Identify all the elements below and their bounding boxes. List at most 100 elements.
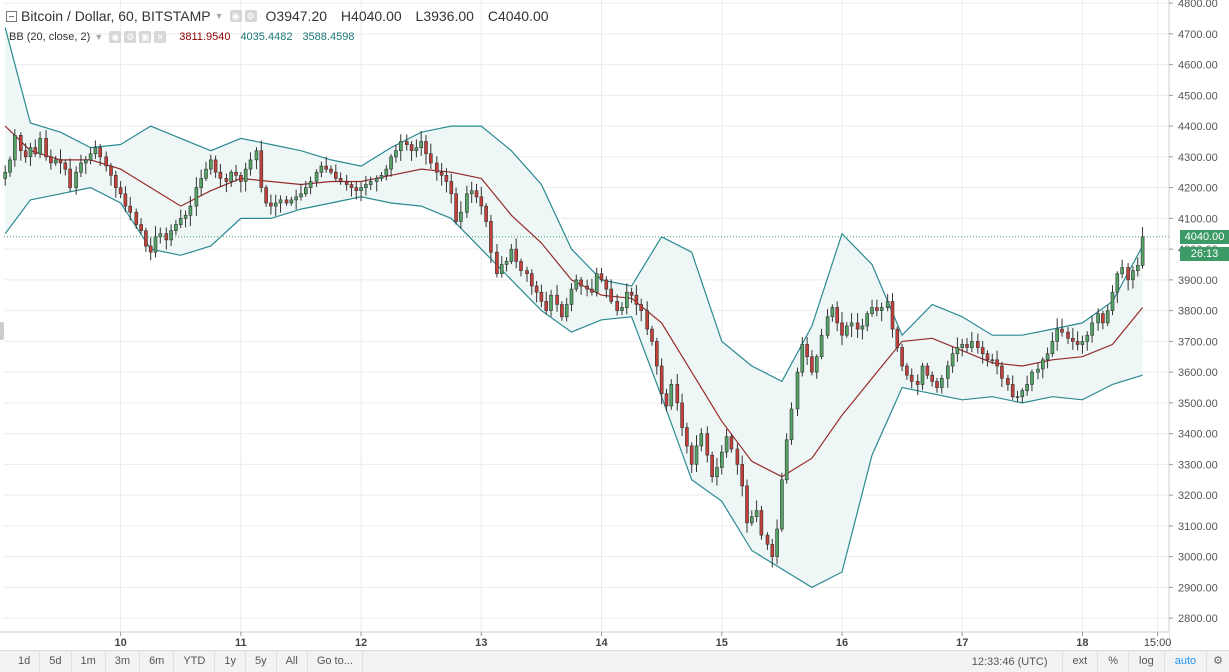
- candle-up: [1085, 334, 1090, 342]
- candle-up: [28, 147, 33, 158]
- candle-up: [620, 307, 624, 311]
- candle-up: [865, 313, 870, 327]
- candle-up: [1090, 322, 1094, 336]
- auto-button[interactable]: auto: [1163, 651, 1206, 672]
- timeframe-6m[interactable]: 6m: [140, 651, 175, 672]
- candle-down: [615, 301, 620, 311]
- timeframe-1d[interactable]: 1d: [0, 651, 41, 672]
- candle-down: [1101, 313, 1105, 324]
- collapse-icon[interactable]: [6, 10, 17, 22]
- indicator-title[interactable]: BB (20, close, 2): [9, 31, 91, 43]
- candle-down: [1006, 377, 1010, 385]
- candle-down: [980, 347, 985, 354]
- candle-down: [765, 534, 770, 545]
- candle-up: [1041, 359, 1045, 370]
- candle-up: [1045, 353, 1050, 361]
- gear-icon[interactable]: ⚙: [124, 31, 137, 43]
- candle-down: [349, 184, 354, 188]
- gear-icon[interactable]: ⚙: [244, 10, 257, 22]
- eye-icon[interactable]: ◉: [229, 10, 242, 22]
- candle-down: [770, 544, 775, 558]
- timeframe-5y[interactable]: 5y: [246, 651, 277, 672]
- timeframe-5d[interactable]: 5d: [40, 651, 72, 672]
- candle-down: [514, 248, 519, 262]
- utc-clock[interactable]: 12:33:46 (UTC): [971, 655, 1048, 668]
- candle-down: [629, 291, 634, 296]
- candle-down: [63, 162, 68, 170]
- chevron-down-icon[interactable]: ▼: [214, 11, 224, 21]
- candle-down: [68, 168, 72, 188]
- log-button[interactable]: log: [1128, 651, 1164, 672]
- candle-up: [8, 159, 12, 173]
- format-icon[interactable]: ▣: [139, 31, 152, 43]
- candle-up: [359, 187, 363, 192]
- close-icon[interactable]: ✕: [154, 31, 167, 43]
- price-chart[interactable]: 2800.00 2900.00 3000.00 3100.00 3200.00 3300.…: [0, 0, 1229, 650]
- price-tick-label: 4600.00: [1178, 60, 1218, 72]
- timeframe-3m[interactable]: 3m: [106, 651, 141, 672]
- ext-button[interactable]: ext: [1061, 651, 1098, 672]
- candle-down: [875, 307, 879, 311]
- candle-up: [694, 445, 699, 465]
- timeframe-1m[interactable]: 1m: [72, 651, 106, 672]
- price-tick-label: 3200.00: [1178, 490, 1218, 502]
- candle-up: [384, 168, 389, 176]
- bb-lower-line: [4, 186, 1143, 589]
- candle-up: [715, 467, 719, 477]
- candle-down: [735, 448, 740, 465]
- candle-up: [960, 344, 965, 348]
- candle-down: [344, 181, 349, 185]
- price-tick-label: 3300.00: [1178, 459, 1218, 471]
- candle-down: [139, 224, 143, 231]
- goto-button[interactable]: Go to...: [308, 651, 363, 672]
- candle-up: [549, 294, 553, 311]
- candle-up: [465, 193, 469, 213]
- candle-up: [459, 211, 463, 222]
- time-tick-label: 14: [595, 637, 608, 649]
- candle-up: [784, 439, 789, 481]
- candle-down: [109, 165, 113, 176]
- close-label: C: [487, 8, 498, 24]
- eye-icon[interactable]: ◉: [109, 31, 122, 43]
- candle-up: [969, 341, 974, 348]
- symbol-title[interactable]: Bitcoin / Dollar, 60, BITSTAMP: [21, 8, 211, 24]
- timeframe-ytd[interactable]: YTD: [174, 651, 216, 672]
- candle-up: [3, 171, 8, 179]
- candle-down: [479, 196, 484, 207]
- percent-button[interactable]: %: [1097, 651, 1128, 672]
- time-tick-label: 17: [956, 637, 968, 649]
- candle-down: [609, 288, 614, 302]
- candle-down: [338, 178, 343, 182]
- candle-down: [539, 291, 544, 302]
- candle-down: [759, 510, 764, 536]
- candle-up: [749, 516, 754, 524]
- price-tick-label: 3000.00: [1178, 552, 1218, 564]
- candle-down: [118, 187, 123, 195]
- candle-down: [354, 187, 359, 192]
- price-tick-label: 3800.00: [1178, 306, 1218, 318]
- chevron-down-icon[interactable]: ▼: [94, 32, 104, 42]
- candle-down: [259, 150, 264, 188]
- pane-resize-handle[interactable]: [0, 322, 4, 340]
- candle-down: [324, 165, 329, 170]
- candle-down: [680, 402, 684, 428]
- candle-up: [93, 147, 98, 155]
- gear-icon[interactable]: ⚙: [1206, 651, 1229, 672]
- time-tick-label: 12: [355, 637, 367, 649]
- candle-up: [860, 325, 865, 330]
- candle-down: [560, 304, 564, 318]
- candle-up: [178, 218, 183, 225]
- time-tick-label: 15: [716, 637, 728, 649]
- candle-up: [990, 359, 995, 362]
- candle-down: [104, 156, 108, 167]
- candle-down: [915, 381, 920, 385]
- candle-up: [79, 162, 83, 173]
- timeframe-1y[interactable]: 1y: [215, 651, 246, 672]
- high-value: 4040.00: [351, 8, 402, 24]
- candle-up: [379, 175, 384, 179]
- candle-down: [23, 150, 28, 158]
- candle-up: [88, 153, 93, 161]
- candle-down: [144, 230, 148, 247]
- timeframe-all[interactable]: All: [277, 651, 308, 672]
